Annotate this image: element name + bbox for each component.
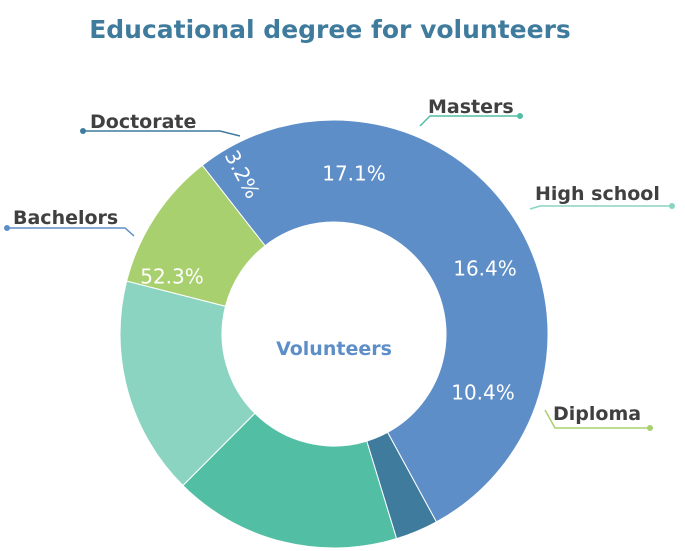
slice-high-school	[119, 280, 256, 487]
callout-dot-doctorate	[80, 128, 86, 134]
callout-line-bachelors	[7, 227, 135, 237]
callout-dot-masters	[517, 113, 523, 119]
chart-title: Educational degree for volunteers	[89, 15, 571, 44]
callout-line-high-school	[529, 205, 672, 210]
center-label: Volunteers	[276, 338, 392, 360]
callout-labels: Bachelors Doctorate Masters High school Dipl…	[4, 96, 675, 431]
callout-dot-bachelors	[4, 225, 10, 231]
callout-line-doctorate	[83, 130, 241, 137]
category-label-masters: Masters	[428, 96, 514, 118]
category-label-high-school: High school	[535, 183, 660, 205]
pct-label-high-school: 16.4%	[453, 257, 517, 281]
category-label-bachelors: Bachelors	[13, 207, 118, 229]
pct-label-diploma: 10.4%	[451, 381, 515, 405]
category-label-doctorate: Doctorate	[90, 111, 196, 133]
callout-line-masters	[419, 115, 520, 127]
slice-diploma	[126, 164, 266, 307]
pct-label-bachelors: 52.3%	[140, 265, 204, 289]
pct-label-masters: 17.1%	[322, 162, 386, 186]
callout-dot-diploma	[647, 425, 653, 431]
callout-dot-high-school	[669, 203, 675, 209]
slice-bachelors	[201, 119, 549, 523]
slice-masters	[182, 412, 398, 549]
category-label-diploma: Diploma	[553, 403, 641, 425]
callout-line-diploma	[544, 409, 650, 429]
slices-layer	[119, 119, 549, 549]
